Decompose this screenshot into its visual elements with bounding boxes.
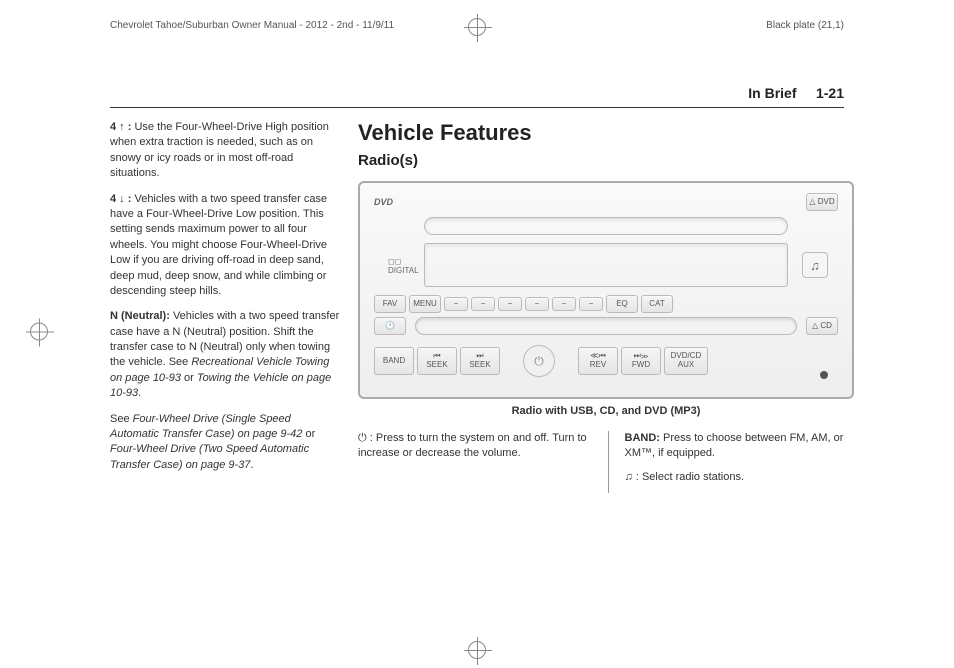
- cd-row: 🕐 CD: [374, 317, 838, 335]
- lead-neutral: N (Neutral):: [110, 310, 170, 322]
- preset-2: −: [471, 297, 495, 311]
- section-title: Vehicle Features: [358, 120, 854, 146]
- subsection-title: Radio(s): [358, 152, 854, 169]
- radio-body: Select radio stations.: [642, 471, 744, 483]
- rev-button: ≪⏮ REV: [578, 347, 618, 375]
- page-number: 1-21: [816, 85, 844, 101]
- print-header-left: Chevrolet Tahoe/Suburban Owner Manual - …: [110, 20, 394, 31]
- para-4lo: 4 ↓ : Vehicles with a two speed transfer…: [110, 192, 340, 300]
- cd-slot: [415, 317, 797, 335]
- bottom-col-left: ⏻ : Press to turn the system on and off.…: [358, 431, 588, 493]
- preset-1: −: [444, 297, 468, 311]
- band-lead: BAND:: [625, 432, 660, 444]
- radio-illustration: DVD DVD ◻◻DIGITAL ♫ FAV MENU − − − − − −…: [358, 181, 854, 399]
- lead-4hi: 4 ↑ :: [110, 121, 131, 133]
- crop-mark-left: [30, 323, 48, 346]
- music-button: ♫: [802, 252, 828, 278]
- clock-button: 🕐: [374, 317, 406, 335]
- power-body: Press to turn the system on and off. Tur…: [358, 432, 587, 459]
- body-4hi: Use the Four-Wheel-Drive High position w…: [110, 121, 329, 179]
- ref-4wd-single: Four-Wheel Drive (Single Speed Automatic…: [110, 413, 302, 440]
- dolby-icon: ◻◻DIGITAL: [388, 257, 419, 275]
- ir-sensor: [820, 371, 828, 379]
- preset-5: −: [552, 297, 576, 311]
- print-header-right: Black plate (21,1): [766, 20, 844, 31]
- bottom-columns: ⏻ : Press to turn the system on and off.…: [358, 431, 854, 493]
- menu-button: MENU: [409, 295, 441, 313]
- section-name: In Brief: [748, 85, 796, 101]
- bottom-col-right: BAND: Press to choose between FM, AM, or…: [608, 431, 855, 493]
- radio-display: [424, 243, 788, 287]
- or2: or: [302, 428, 315, 440]
- para-see: See Four-Wheel Drive (Single Speed Autom…: [110, 412, 340, 474]
- seek-prev-button: ⏮ SEEK: [417, 347, 457, 375]
- power-lead: ⏻ :: [358, 432, 373, 444]
- eject-cd-button: CD: [806, 317, 838, 335]
- eq-button: EQ: [606, 295, 638, 313]
- cat-button: CAT: [641, 295, 673, 313]
- crop-mark-top: [468, 18, 486, 41]
- or1: or: [181, 372, 197, 384]
- body-4lo: Vehicles with a two speed transfer case …: [110, 193, 327, 297]
- preset-4: −: [525, 297, 549, 311]
- dvd-logo: DVD: [374, 197, 393, 207]
- preset-6: −: [579, 297, 603, 311]
- crop-mark-bottom: [468, 641, 486, 664]
- para-neutral: N (Neutral): Vehicles with a two speed t…: [110, 309, 340, 401]
- band-button: BAND: [374, 347, 414, 375]
- para-4hi: 4 ↑ : Use the Four-Wheel-Drive High posi…: [110, 120, 340, 182]
- seek-next-button: ⏭ SEEK: [460, 347, 500, 375]
- ref-4wd-two: Four-Wheel Drive (Two Speed Automatic Tr…: [110, 443, 309, 470]
- fav-button: FAV: [374, 295, 406, 313]
- preset-row: FAV MENU − − − − − − EQ CAT: [374, 295, 838, 313]
- see: See: [110, 413, 133, 425]
- column-right: Vehicle Features Radio(s) DVD DVD ◻◻DIGI…: [358, 120, 854, 493]
- radio-lead: ♫ :: [625, 471, 639, 483]
- fwd-button: ⏭≫ FWD: [621, 347, 661, 375]
- end1: .: [138, 387, 141, 399]
- bottom-row: BAND ⏮ SEEK ⏭ SEEK ⏻ ≪⏮ REV ⏭≫ FWD DVD/C…: [374, 345, 838, 377]
- eject-dvd-button: DVD: [806, 193, 838, 211]
- page-header: In Brief 1-21: [110, 85, 844, 108]
- aux-button: DVD/CD AUX: [664, 347, 708, 375]
- preset-3: −: [498, 297, 522, 311]
- dvd-slot: [424, 217, 788, 235]
- radio-caption: Radio with USB, CD, and DVD (MP3): [358, 405, 854, 417]
- end2: .: [250, 459, 253, 471]
- power-button: ⏻: [523, 345, 555, 377]
- lead-4lo: 4 ↓ :: [110, 193, 131, 205]
- column-left: 4 ↑ : Use the Four-Wheel-Drive High posi…: [110, 120, 340, 493]
